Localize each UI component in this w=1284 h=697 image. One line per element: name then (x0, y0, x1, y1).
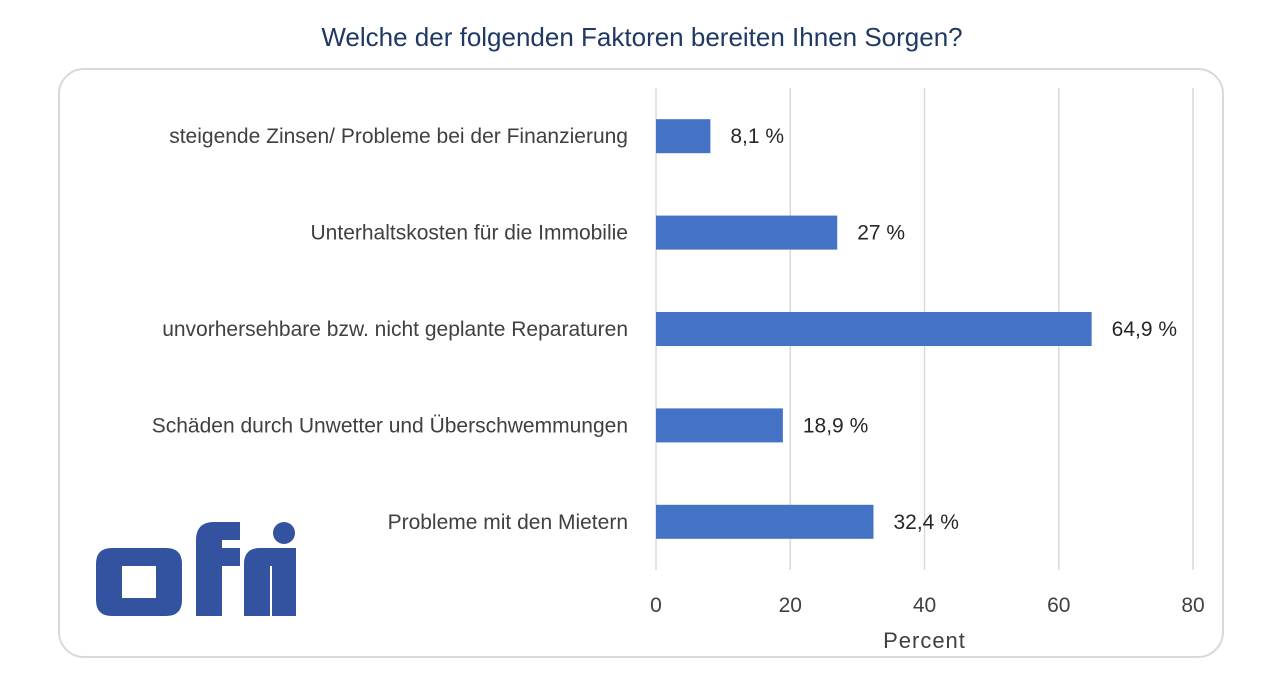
data-label: 18,9 % (803, 414, 868, 437)
category-label: Probleme mit den Mietern (388, 511, 628, 534)
data-label: 8,1 % (730, 125, 784, 148)
logo-letter-r (244, 548, 272, 616)
x-tick-label: 60 (1047, 594, 1070, 617)
data-label: 32,4 % (893, 511, 958, 534)
x-tick-label: 20 (779, 594, 802, 617)
logo-letter-o (96, 548, 182, 616)
ofri-logo (96, 522, 296, 616)
bar (656, 119, 711, 154)
category-label: Unterhaltskosten für die Immobilie (311, 222, 628, 245)
labels: 0 20 40 60 80 steigende Zinsen/ Probleme bei … (152, 125, 1205, 617)
chart-title: Welche der folgenden Faktoren bereiten I… (321, 22, 963, 52)
x-axis-title: Percent (883, 628, 966, 653)
logo-letter-i-dot (273, 522, 295, 544)
category-label: unvorhersehbare bzw. nicht geplante Repa… (162, 318, 628, 341)
bar (656, 312, 1092, 346)
x-tick-label: 80 (1181, 594, 1204, 617)
x-tick-label: 0 (650, 594, 662, 617)
logo-letter-f (196, 522, 240, 616)
data-label: 64,9 % (1112, 318, 1177, 341)
bars (656, 119, 1092, 539)
bar (656, 504, 874, 539)
bar (656, 408, 783, 443)
bar (656, 215, 838, 250)
x-tick-label: 40 (913, 594, 936, 617)
category-label: Schäden durch Unwetter und Überschwemmun… (152, 414, 628, 437)
category-label: steigende Zinsen/ Probleme bei der Finan… (169, 125, 628, 148)
data-label: 27 % (857, 222, 905, 245)
logo-letter-i-stem (272, 548, 296, 616)
